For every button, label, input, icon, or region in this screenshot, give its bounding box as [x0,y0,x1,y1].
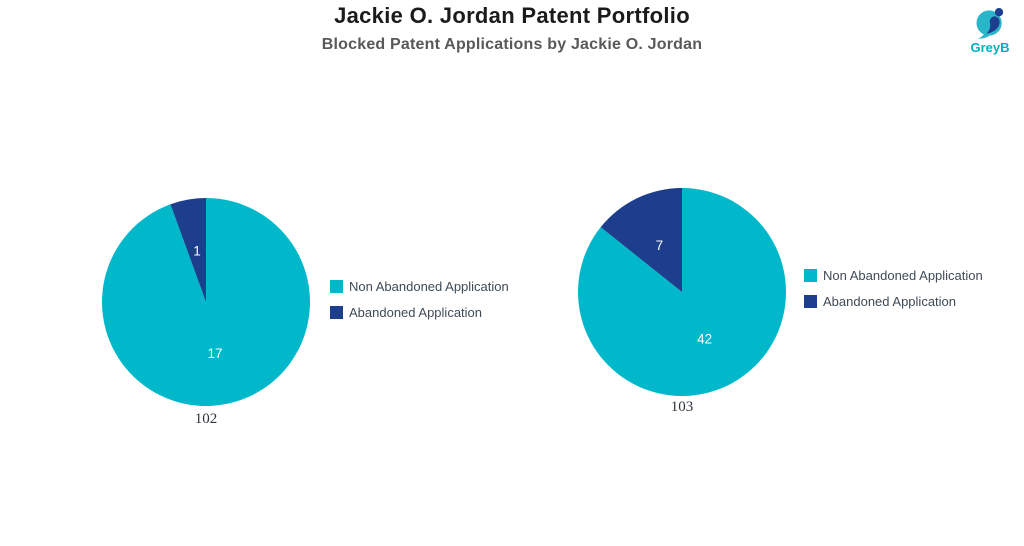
pie-slice-value: 42 [697,332,712,347]
legend-label: Abandoned Application [823,294,957,309]
pie-caption-103: 103 [670,399,694,415]
pie-chart-103: 42 7 [578,188,786,396]
page-title: Jackie O. Jordan Patent Portfolio [334,3,690,28]
chart-legend: Non Abandoned Application Abandoned Appli… [804,268,983,320]
pie-slice-value: 7 [656,238,664,253]
report-header: Jackie O. Jordan Patent Portfolio Blocke… [0,3,1024,54]
legend-swatch [804,269,817,282]
page-subtitle: Blocked Patent Applications by Jackie O.… [321,36,703,53]
legend-swatch [330,280,343,293]
pie-chart-102: 17 1 [102,198,310,406]
pie-slice-non-abandoned-application [102,198,310,406]
chart-legend: Non Abandoned Application Abandoned Appli… [330,279,509,331]
greyb-logo-text: GreyB [970,40,1010,55]
legend-item-non-abandoned-application: Non Abandoned Application [330,279,509,294]
pie-slice-non-abandoned-application [578,188,786,396]
pie-caption-102: 102 [194,411,218,427]
greyb-mark-icon [976,8,1004,39]
pie-slice-value: 17 [207,346,222,361]
legend-label: Non Abandoned Application [823,268,983,283]
pie-slice-abandoned-application [600,188,682,292]
legend-item-abandoned-application: Abandoned Application [804,294,983,309]
legend-item-non-abandoned-application: Non Abandoned Application [804,268,983,283]
greyb-logo: GreyB [964,5,1016,55]
legend-swatch [330,306,343,319]
pie-slice-value: 1 [193,244,201,259]
pie-slice-abandoned-application [170,198,206,302]
legend-item-abandoned-application: Abandoned Application [330,305,509,320]
legend-swatch [804,295,817,308]
legend-label: Abandoned Application [349,305,483,320]
legend-label: Non Abandoned Application [349,279,509,294]
